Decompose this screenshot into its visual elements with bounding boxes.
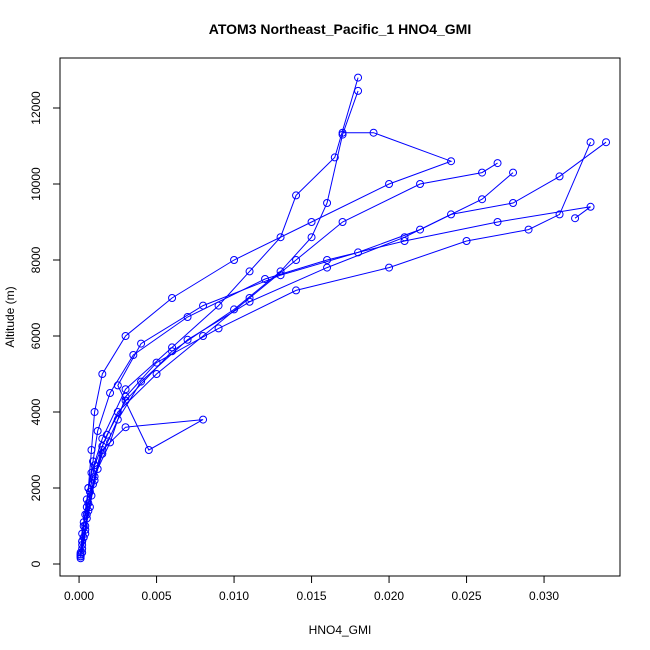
data-point: [85, 487, 94, 496]
data-point: [214, 301, 223, 310]
data-point: [168, 343, 177, 352]
data-point: [307, 233, 316, 242]
data-point: [230, 256, 239, 265]
data-point: [98, 434, 107, 443]
x-tick-label: 0.030: [529, 589, 559, 603]
data-point: [84, 506, 93, 515]
y-tick-label: 12000: [29, 91, 43, 125]
x-tick-label: 0.015: [297, 589, 327, 603]
data-point: [354, 73, 363, 82]
data-point: [261, 275, 270, 284]
data-point: [168, 294, 177, 303]
data-point: [493, 218, 502, 227]
data-point: [214, 324, 223, 333]
x-tick-label: 0.005: [142, 589, 172, 603]
data-point: [478, 195, 487, 204]
data-point: [292, 256, 301, 265]
x-tick-label: 0.000: [64, 589, 94, 603]
data-point: [330, 153, 339, 162]
data-point: [89, 480, 98, 489]
data-point: [137, 377, 146, 386]
data-point: [106, 438, 115, 447]
data-point: [78, 537, 87, 546]
data-point: [385, 263, 394, 272]
data-point: [447, 210, 456, 219]
data-point: [292, 191, 301, 200]
data-point: [106, 388, 115, 397]
data-point: [400, 233, 409, 242]
data-point: [323, 199, 332, 208]
data-point: [447, 157, 456, 166]
data-point: [245, 267, 254, 276]
data-point: [199, 415, 208, 424]
data-point: [245, 297, 254, 306]
x-tick-label: 0.010: [219, 589, 249, 603]
data-point: [93, 426, 102, 435]
data-point: [493, 159, 502, 168]
data-point: [509, 199, 518, 208]
data-point: [183, 335, 192, 344]
data-point: [307, 218, 316, 227]
x-tick-label: 0.020: [374, 589, 404, 603]
y-tick-label: 4000: [29, 398, 43, 425]
data-point: [462, 237, 471, 246]
y-tick-label: 10000: [29, 167, 43, 201]
data-point: [113, 415, 122, 424]
data-point: [369, 128, 378, 137]
data-point: [292, 286, 301, 295]
data-point: [98, 369, 107, 378]
data-point: [586, 138, 595, 147]
data-point: [152, 358, 161, 367]
data-point: [121, 423, 130, 432]
y-tick-label: 0: [29, 560, 43, 567]
data-point: [385, 180, 394, 189]
data-point: [478, 168, 487, 177]
chart-title: ATOM3 Northeast_Pacific_1 HNO4_GMI: [209, 21, 471, 37]
data-point: [555, 172, 564, 181]
data-point: [571, 214, 580, 223]
data-point: [87, 468, 96, 477]
data-point: [121, 385, 130, 394]
data-point: [602, 138, 611, 147]
data-point: [509, 168, 518, 177]
profile-line: [80, 142, 592, 555]
profile-line: [80, 77, 359, 555]
data-point: [98, 449, 107, 458]
y-tick-label: 6000: [29, 322, 43, 349]
data-point: [82, 510, 91, 519]
data-point: [199, 331, 208, 340]
data-point: [78, 548, 87, 557]
y-tick-label: 8000: [29, 246, 43, 273]
profile-line: [81, 141, 607, 553]
data-point: [276, 233, 285, 242]
data-point: [416, 225, 425, 234]
data-point: [524, 225, 533, 234]
data-point: [121, 331, 130, 340]
y-tick-label: 2000: [29, 474, 43, 501]
profile-line: [80, 90, 359, 557]
y-axis-label: Altitude (m): [3, 286, 17, 347]
data-point: [276, 267, 285, 276]
profile-line: [81, 172, 514, 549]
data-point: [76, 550, 85, 559]
data-point: [586, 202, 595, 211]
x-axis-label: HNO4_GMI: [309, 623, 372, 637]
data-point: [137, 339, 146, 348]
data-point: [416, 180, 425, 189]
data-point: [555, 210, 564, 219]
data-point: [338, 218, 347, 227]
data-point: [152, 369, 161, 378]
data-point: [323, 263, 332, 272]
data-point: [144, 445, 153, 454]
data-point: [113, 381, 122, 390]
data-point: [81, 529, 90, 538]
data-point: [90, 407, 99, 416]
x-tick-label: 0.025: [452, 589, 482, 603]
data-point: [199, 301, 208, 310]
